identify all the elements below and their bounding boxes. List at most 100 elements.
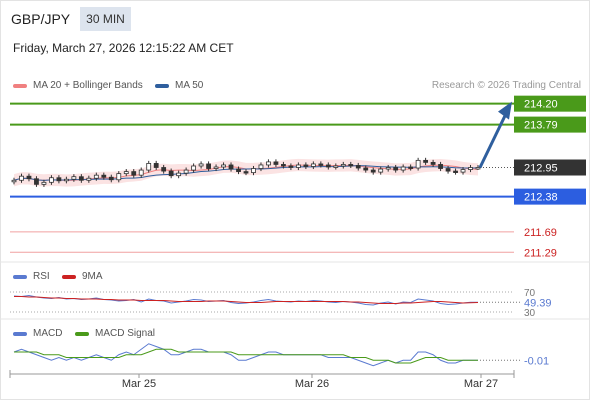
ma20-swatch (13, 83, 27, 88)
legend-rsi: RSI (13, 271, 50, 282)
candle (266, 161, 271, 166)
level-label-resistance: 214.20 (524, 99, 558, 111)
rsi-ma-line (14, 296, 479, 304)
ma50-swatch (155, 83, 169, 88)
macd-signal-swatch (75, 331, 89, 336)
candle (34, 178, 39, 185)
candle (138, 169, 144, 176)
candle (295, 164, 301, 168)
candle (333, 165, 339, 168)
level-label-resistance: 213.79 (524, 120, 558, 132)
candle (49, 177, 54, 183)
x-tick-label: Mar 27 (464, 378, 498, 390)
candle (415, 159, 421, 169)
candle (19, 175, 24, 181)
candle (131, 171, 137, 176)
candle (198, 163, 204, 167)
candle (423, 159, 429, 163)
candle (123, 171, 129, 175)
rsi-legend-label: RSI (33, 271, 50, 282)
candle (460, 169, 466, 173)
candle (176, 172, 182, 177)
candle (153, 163, 159, 168)
candle (183, 169, 189, 174)
candle (281, 164, 286, 167)
candle (26, 175, 32, 180)
x-tick-label: Mar 26 (295, 378, 329, 390)
candle (363, 167, 369, 171)
rsi-ma-legend-label: 9MA (82, 271, 103, 282)
candle (161, 167, 167, 172)
ma20-legend-label: MA 20 + Bollinger Bands (33, 80, 143, 91)
level-label-minor: 211.69 (524, 227, 557, 239)
candle (468, 167, 473, 170)
candle (206, 163, 211, 169)
candle (41, 181, 47, 185)
pair-label: GBP/JPY (11, 11, 71, 27)
legend-ma50: MA 50 (155, 80, 203, 91)
candle (101, 174, 107, 178)
credit-label: Research © 2026 Trading Central (431, 80, 581, 91)
x-tick-label: Mar 25 (122, 378, 156, 390)
candle (93, 174, 99, 179)
candle (108, 176, 114, 181)
macd-legend-label: MACD (33, 328, 63, 339)
candle (408, 166, 414, 169)
candle (340, 164, 346, 167)
candle (385, 167, 391, 170)
legend-macd-signal: MACD Signal (75, 328, 155, 339)
candle (191, 165, 197, 171)
candle (168, 170, 174, 177)
timeframe-button[interactable]: 30 MIN (80, 7, 131, 31)
rsi-ma-swatch (62, 274, 76, 279)
candle (71, 176, 77, 180)
legend-macd: MACD (13, 328, 62, 339)
candle (288, 165, 294, 168)
candle (430, 161, 436, 165)
candle (438, 164, 443, 169)
level-tag-resistance (514, 95, 586, 112)
candle (78, 176, 84, 181)
candle (400, 166, 406, 171)
current-price-label: 212.95 (524, 163, 558, 175)
level-label-support: 212.38 (524, 192, 558, 204)
candle (318, 163, 324, 166)
candle (273, 161, 279, 165)
candle (258, 164, 264, 169)
rsi-tick-label: 70 (524, 288, 536, 299)
target-arrow (478, 113, 508, 169)
candle (56, 177, 62, 182)
candle (243, 171, 249, 174)
legend-rsi-ma: 9MA (62, 271, 103, 282)
rsi-swatch (13, 274, 27, 279)
level-tag-resistance (514, 116, 586, 133)
candle (325, 164, 331, 168)
macd-swatch (13, 331, 27, 336)
candle (378, 168, 384, 173)
candle (11, 179, 17, 183)
candle (146, 163, 152, 171)
candle (355, 165, 361, 169)
level-label-minor: 211.29 (524, 247, 557, 259)
candle (370, 169, 376, 173)
target-arrow-head (498, 101, 512, 120)
candle (348, 164, 354, 167)
rsi-current-label: 49.39 (524, 297, 552, 309)
ma50-legend-label: MA 50 (175, 80, 204, 91)
candle (86, 177, 92, 181)
candle (475, 167, 481, 170)
candle (445, 168, 451, 172)
datetime-label: Friday, March 27, 2026 12:15:22 AM CET (13, 41, 234, 55)
macd-signal-legend-label: MACD Signal (95, 328, 156, 339)
macd-line (13, 343, 478, 367)
candle (393, 167, 399, 171)
candle (228, 164, 234, 170)
macd-current-label: -0.01 (524, 355, 549, 367)
ma50-line (13, 165, 479, 181)
rsi-line (13, 294, 479, 306)
level-tag-support (514, 188, 586, 205)
candle (213, 166, 219, 169)
candle (310, 163, 316, 167)
candle (63, 178, 69, 182)
